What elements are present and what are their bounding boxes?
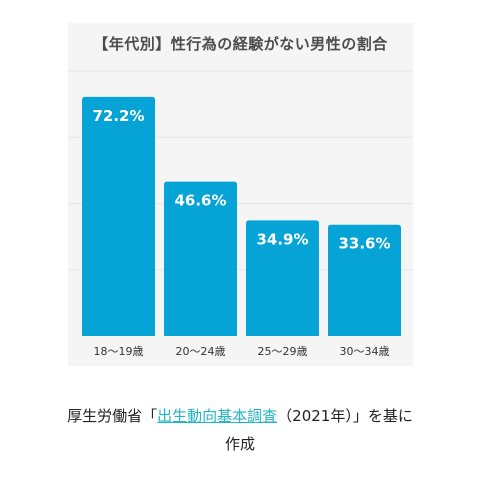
bar xyxy=(164,181,237,336)
caption-prefix: 厚生労働省「 xyxy=(67,407,158,425)
bar-value-label: 34.9% xyxy=(256,230,308,248)
source-caption: 厚生労働省「出生動向基本調査（2021年）」を基に 作成 xyxy=(0,402,480,458)
category-tick-label: 18〜19歳 xyxy=(94,345,144,358)
bar xyxy=(246,220,319,336)
category-tick-label: 30〜34歳 xyxy=(340,345,390,358)
caption-suffix: （2021年）」を基に xyxy=(277,407,413,425)
chart-title: 【年代別】性行為の経験がない男性の割合 xyxy=(93,35,388,53)
chart-panel: 【年代別】性行為の経験がない男性の割合 72.2% 18〜19歳 46.6% 20〜2… xyxy=(68,23,413,366)
bar-value-label: 72.2% xyxy=(92,107,144,125)
bar xyxy=(328,224,401,336)
bar-chart: 72.2% 18〜19歳 46.6% 20〜24歳 34.9% 25〜29歳 33.6% 30… xyxy=(68,70,413,358)
bar-value-label: 46.6% xyxy=(174,192,226,210)
bar xyxy=(82,96,155,337)
category-tick-label: 20〜24歳 xyxy=(176,345,226,358)
source-link[interactable]: 出生動向基本調査 xyxy=(157,407,278,425)
category-tick-label: 25〜29歳 xyxy=(258,345,308,358)
bar-value-label: 33.6% xyxy=(338,235,390,253)
caption-line2: 作成 xyxy=(224,435,255,453)
